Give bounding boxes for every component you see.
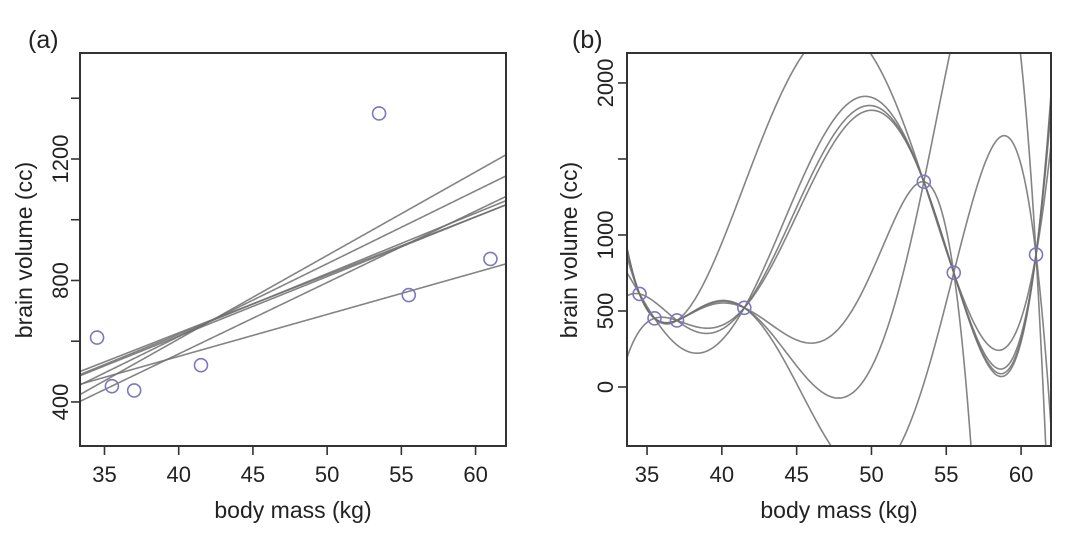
fit-line [627, 93, 1051, 378]
x-tick-label: 50 [315, 462, 339, 487]
y-tick-label: 1000 [593, 211, 618, 260]
x-tick-label: 35 [92, 462, 116, 487]
panel-a-x-axis-title: body mass (kg) [214, 497, 371, 523]
y-tick-label: 1200 [48, 135, 73, 184]
data-point [632, 286, 647, 302]
data-point [647, 310, 662, 326]
panel-a-y-axis-title: brain volume (cc) [11, 162, 37, 338]
data-point [1028, 247, 1044, 262]
panel-a-label: (a) [28, 26, 59, 54]
y-tick-label: 2000 [593, 58, 618, 107]
y-tick-label: 500 [593, 293, 618, 330]
panel-b-y-axis-title: brain volume (cc) [556, 162, 582, 338]
panel-b-fit-curves [627, 53, 1051, 446]
panel-b: (b) 35 40 45 50 55 60 0 500 1000 2000 body mass … [556, 26, 1052, 523]
x-tick-label: 55 [389, 462, 413, 487]
x-tick-label: 40 [710, 462, 734, 487]
x-tick-label: 45 [784, 462, 808, 487]
panel-b-x-ticks: 35 40 45 50 55 60 [635, 446, 1033, 487]
data-point [401, 287, 417, 303]
fit-line [79, 199, 507, 376]
panel-b-x-axis-title: body mass (kg) [760, 497, 917, 523]
x-tick-label: 50 [859, 462, 883, 487]
x-tick-label: 55 [934, 462, 958, 487]
fit-line [627, 134, 1051, 446]
data-point [916, 174, 932, 190]
data-point [371, 106, 387, 121]
panel-a-x-ticks: 35 40 45 50 55 60 [92, 446, 488, 487]
panel-b-y-ticks: 0 500 1000 2000 [593, 58, 627, 393]
x-tick-label: 60 [463, 462, 487, 487]
panel-a: (a) 35 40 45 50 55 60 400 800 1200 body mass (k… [11, 26, 507, 523]
data-point [193, 357, 209, 373]
data-point [946, 265, 962, 280]
fit-line [627, 99, 1051, 375]
fit-line [627, 53, 1047, 446]
panel-a-data-points [89, 106, 498, 398]
data-point [669, 313, 685, 328]
fit-line [79, 195, 507, 403]
fit-line [79, 154, 507, 396]
x-tick-label: 35 [635, 462, 659, 487]
data-point [104, 378, 120, 394]
y-tick-label: 800 [48, 262, 73, 299]
panel-a-frame [79, 52, 507, 447]
fit-line [627, 180, 972, 446]
fit-line [627, 95, 1051, 370]
y-tick-label: 0 [593, 381, 618, 393]
x-tick-label: 60 [1009, 462, 1033, 487]
panel-b-label: (b) [572, 26, 603, 54]
panel-b-frame [626, 52, 1052, 447]
data-point [126, 383, 142, 398]
panel-b-data-points [632, 174, 1044, 328]
fit-line [79, 204, 507, 377]
data-point [736, 300, 752, 316]
data-point [483, 251, 498, 267]
x-tick-label: 45 [241, 462, 265, 487]
fit-line [79, 263, 507, 386]
y-tick-label: 400 [48, 384, 73, 421]
fit-line [79, 175, 507, 386]
x-tick-label: 40 [166, 462, 190, 487]
data-point [89, 330, 105, 345]
panel-a-y-ticks: 400 800 1200 [48, 97, 80, 421]
fit-line [627, 53, 1051, 352]
panel-a-fit-lines [79, 154, 507, 403]
